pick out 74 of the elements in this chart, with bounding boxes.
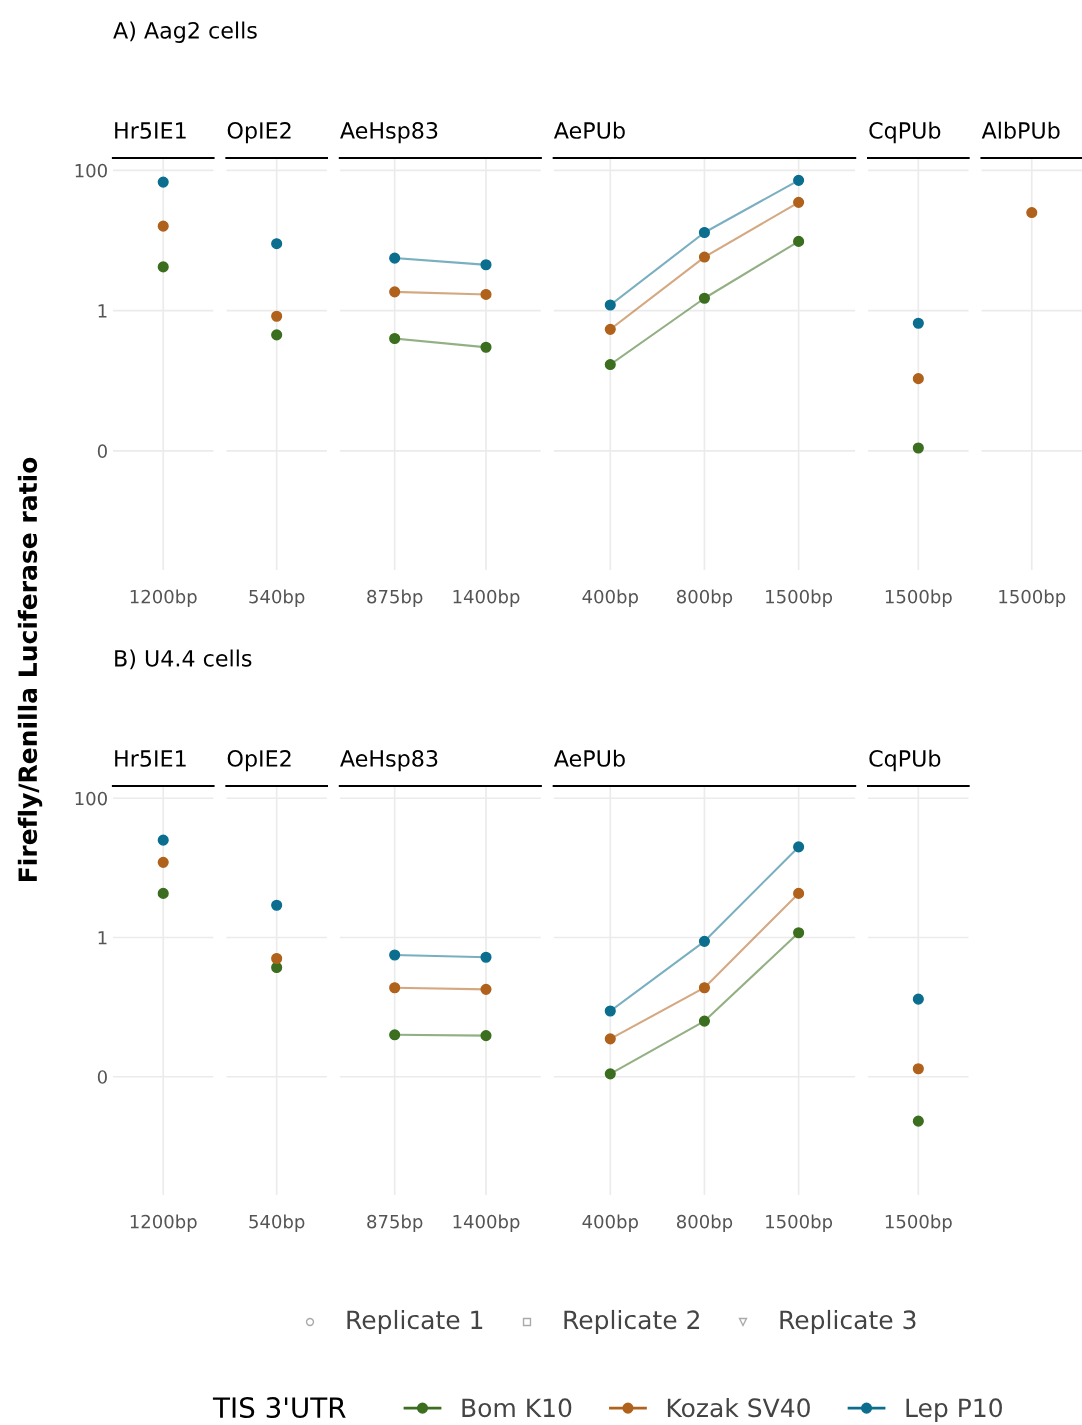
point — [604, 1068, 616, 1080]
chart-title: AeHsp83 — [340, 122, 438, 144]
point — [698, 1015, 711, 1027]
x-tick-label: 1400bp — [453, 589, 520, 607]
y-tick-label: 0 — [97, 1070, 107, 1084]
point — [480, 259, 492, 271]
chart-title: Hr5IE1 — [115, 750, 186, 767]
legend-label: Lep P10 — [906, 1398, 1002, 1423]
point — [698, 226, 711, 239]
text: Replicate 2 — [564, 1309, 699, 1335]
y-tick-label: 100 — [75, 791, 107, 806]
x-tick-label: 1500bp — [766, 1214, 833, 1232]
point — [480, 1030, 492, 1042]
x-tick-label: 540bp — [249, 1214, 305, 1232]
y-tick-label: 1 — [98, 931, 107, 945]
point — [604, 1005, 616, 1017]
chart-title: OpIE2 — [227, 122, 291, 144]
y-tick-label: 0 — [97, 444, 107, 458]
point — [698, 251, 711, 263]
point — [389, 949, 401, 961]
point — [793, 196, 805, 208]
x-tick-label: 1500bp — [885, 1214, 952, 1232]
point — [793, 887, 805, 899]
x-tick-label: 540bp — [249, 589, 305, 607]
chart-title: AePUb — [553, 121, 625, 139]
legend-title: TIS 3'UTR — [212, 1397, 346, 1419]
chart-title: AePUb — [553, 749, 625, 767]
y-tick-label: 100 — [75, 163, 107, 178]
point — [604, 323, 616, 335]
point — [793, 841, 805, 853]
chart-title: CqPUb — [869, 121, 941, 144]
point — [604, 299, 616, 311]
x-tick-label: 800bp — [676, 1214, 733, 1232]
y-tick-label: 1 — [98, 304, 107, 318]
point — [480, 951, 492, 963]
x-tick-label: 1500bp — [766, 589, 833, 607]
point — [604, 1033, 616, 1045]
text: Replicate 1 — [347, 1309, 483, 1335]
x-tick-label: 1200bp — [130, 1214, 197, 1232]
x-tick-label: 1500bp — [885, 589, 952, 607]
point — [389, 252, 401, 264]
point — [793, 235, 805, 247]
point — [389, 332, 401, 345]
point — [698, 935, 711, 947]
text: Replicate 3 — [780, 1309, 916, 1335]
text: B) U4.4 cells — [115, 649, 252, 670]
x-tick-label: 400bp — [582, 1214, 638, 1232]
point — [480, 341, 492, 353]
point — [480, 288, 492, 300]
chart-title: Hr5IE1 — [115, 122, 186, 139]
x-tick-label: 1500bp — [999, 589, 1066, 607]
legend-label: Bom K10 — [462, 1398, 572, 1418]
point — [793, 174, 805, 186]
point — [389, 1029, 401, 1041]
chart-title: CqPUb — [869, 749, 941, 772]
point — [793, 927, 805, 939]
chart-title: OpIE2 — [227, 750, 291, 772]
point — [389, 982, 401, 994]
x-tick-label: 400bp — [582, 589, 638, 607]
x-tick-label: 1200bp — [130, 589, 197, 607]
x-tick-label: 875bp — [367, 1214, 423, 1232]
x-tick-label: 1400bp — [453, 1214, 520, 1232]
y-axis-title: Firefly/Renilla Luciferase ratio — [17, 457, 43, 882]
point — [389, 286, 401, 298]
legend-label: Kozak SV40 — [667, 1397, 810, 1418]
x-tick-label: 875bp — [367, 589, 423, 607]
x-tick-label: 800bp — [676, 589, 733, 607]
point — [698, 982, 711, 994]
point — [698, 292, 711, 304]
point — [480, 983, 492, 995]
chart-title: AeHsp83 — [340, 750, 438, 772]
text: A) Aag2 cells — [113, 21, 257, 43]
point — [604, 359, 616, 371]
chart-title: AlbPUb — [981, 121, 1060, 139]
